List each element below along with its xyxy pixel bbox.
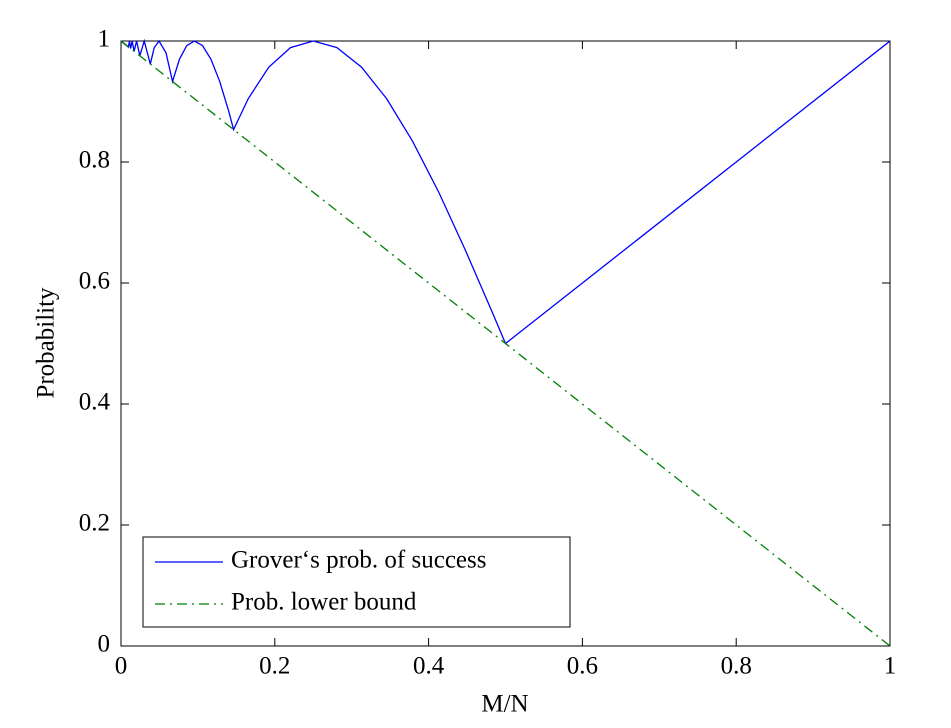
y-axis-label: Probability <box>33 287 60 399</box>
y-tick-label: 0.4 <box>79 389 111 416</box>
legend-box <box>142 536 571 628</box>
y-tick-label: 0 <box>98 631 111 658</box>
x-axis-label: M/N <box>481 691 528 718</box>
x-tick-label: 0.4 <box>413 653 445 680</box>
x-tick-label: 1 <box>884 653 897 680</box>
y-tick-label: 0.6 <box>79 268 110 295</box>
y-tick-label: 0.2 <box>79 510 110 537</box>
x-tick-label: 0.8 <box>721 653 752 680</box>
x-tick-label: 0.2 <box>259 653 290 680</box>
legend-label: Grover‘s prob. of success <box>231 547 486 574</box>
x-tick-label: 0 <box>115 653 128 680</box>
y-tick-label: 0.8 <box>79 147 110 174</box>
series-line <box>120 40 891 647</box>
x-tick-label: 0.6 <box>567 653 598 680</box>
series-line <box>120 38 891 345</box>
y-tick-label: 1 <box>98 26 111 53</box>
legend-label: Prob. lower bound <box>231 589 417 616</box>
